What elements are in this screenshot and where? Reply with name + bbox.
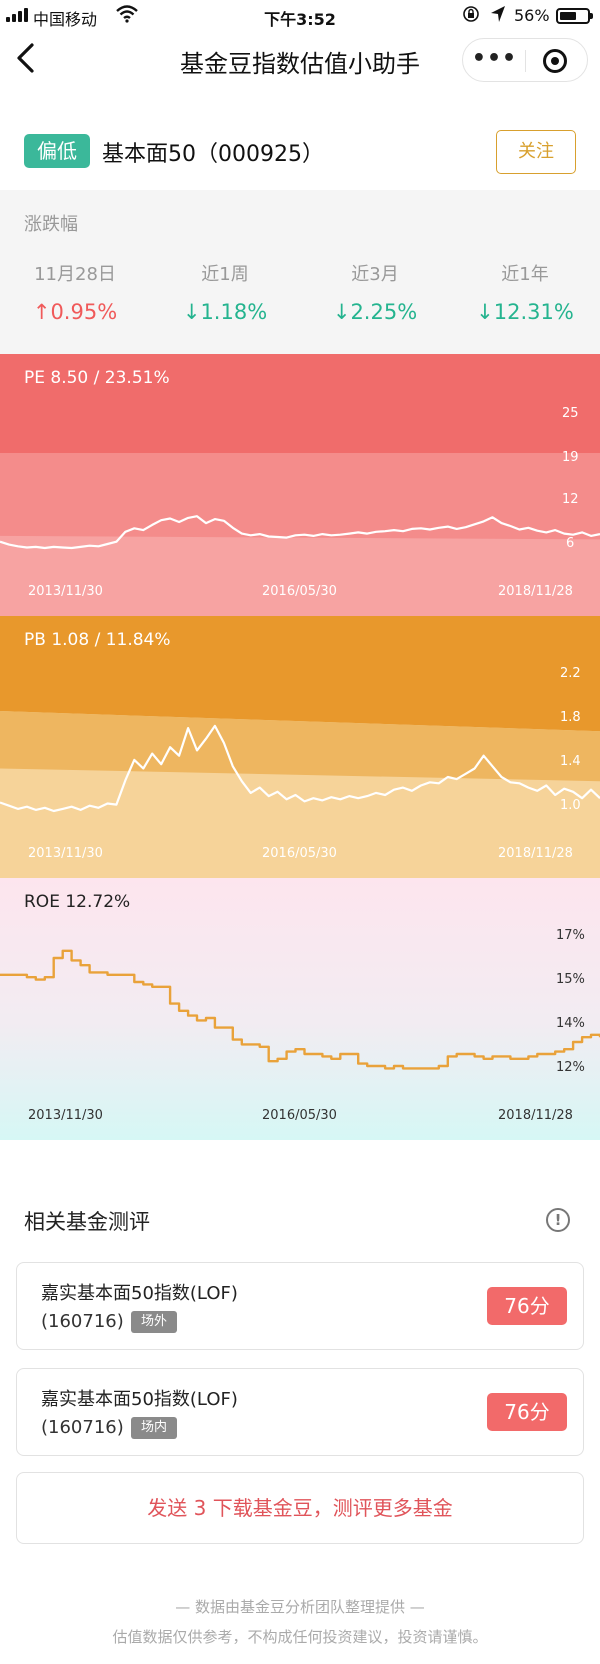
change-label: 近3月	[351, 264, 399, 285]
pe-y-tick: 12	[562, 492, 579, 507]
change-col-week: 近1周 ↓1.18%	[150, 260, 300, 324]
carrier-name: 中国移动	[33, 10, 98, 29]
index-name: 基本面50（000925）	[102, 142, 324, 167]
change-label: 11月28日	[34, 264, 116, 285]
status-bar: 中国移动 下午3:52 56%	[0, 0, 600, 32]
pe-chart-title: PE 8.50 / 23.51%	[24, 368, 170, 388]
more-button[interactable]: •••	[471, 46, 518, 71]
change-value: ↓2.25%	[332, 300, 418, 324]
change-value: ↓12.31%	[476, 300, 574, 324]
change-col-year: 近1年 ↓12.31%	[450, 260, 600, 324]
fund-market-tag: 场外	[131, 1311, 177, 1333]
pb-chart-title: PB 1.08 / 11.84%	[24, 630, 171, 650]
pe-mid-band	[0, 453, 600, 540]
pe-x-tick: 2018/11/28	[498, 584, 573, 599]
index-header: 偏低 基本面50（000925） 关注	[0, 120, 600, 190]
pb-y-tick: 1.8	[560, 710, 581, 725]
change-col-3month: 近3月 ↓2.25%	[300, 260, 450, 324]
roe-y-tick: 14%	[556, 1016, 585, 1031]
clock: 下午3:52	[264, 10, 336, 29]
location-icon	[490, 5, 506, 27]
valuation-badge: 偏低	[24, 134, 90, 168]
pe-chart: PE 8.50 / 23.51% 25 19 12 6 2013/11/30 2…	[0, 354, 600, 616]
fund-code: (160716)	[41, 1311, 124, 1332]
pb-x-tick: 2018/11/28	[498, 846, 573, 861]
pe-y-tick: 19	[562, 450, 579, 465]
arrow-up-icon: ↑	[32, 300, 51, 324]
pe-x-tick: 2013/11/30	[28, 584, 103, 599]
fund-card[interactable]: 嘉实基本面50指数(LOF) (160716) 场外 76分	[16, 1262, 584, 1350]
roe-y-tick: 17%	[556, 928, 585, 943]
related-funds-title: 相关基金测评	[24, 1210, 150, 1234]
pe-series-line	[0, 515, 600, 550]
roe-chart-plot	[0, 878, 600, 1140]
arrow-down-icon: ↓	[182, 300, 201, 324]
fund-score-badge: 76分	[487, 1287, 567, 1325]
battery-percent: 56%	[514, 6, 550, 25]
fund-code: (160716)	[41, 1417, 124, 1438]
arrow-down-icon: ↓	[476, 300, 494, 324]
wifi-icon	[116, 5, 138, 27]
capsule-divider	[525, 50, 526, 72]
fund-market-tag: 场内	[131, 1417, 177, 1439]
change-label: 近1周	[201, 264, 249, 285]
pe-y-tick: 25	[562, 406, 579, 421]
pb-mid-band	[0, 711, 600, 782]
footer-disclaimer: 估值数据仅供参考，不构成任何投资建议，投资请谨慎。	[112, 1628, 488, 1646]
roe-chart-title: ROE 12.72%	[24, 892, 131, 912]
roe-x-tick: 2013/11/30	[28, 1108, 103, 1123]
pb-series-line	[0, 724, 600, 813]
roe-background	[0, 878, 600, 1140]
pe-high-band	[0, 354, 600, 454]
fund-name: 嘉实基本面50指数(LOF)	[41, 1389, 238, 1410]
roe-y-tick: 12%	[556, 1060, 585, 1075]
nav-bar: 基金豆指数估值小助手 •••	[0, 32, 600, 88]
change-section: 涨跌幅 11月28日 ↑0.95% 近1周 ↓1.18% 近3月 ↓2.25% …	[0, 190, 600, 354]
roe-series-line	[0, 949, 600, 1070]
pb-high-band	[0, 616, 600, 732]
more-funds-cta-button[interactable]: 发送 3 下载基金豆，测评更多基金	[16, 1472, 584, 1544]
pb-chart: PB 1.08 / 11.84% 2.2 1.8 1.4 1.0 2013/11…	[0, 616, 600, 878]
change-value: ↓1.18%	[182, 300, 268, 324]
roe-chart: ROE 12.72% 17% 15% 14% 12% 2013/11/30 20…	[0, 878, 600, 1140]
arrow-down-icon: ↓	[332, 300, 351, 324]
fund-name: 嘉实基本面50指数(LOF)	[41, 1283, 238, 1304]
pe-chart-plot	[0, 354, 600, 616]
chevron-left-icon[interactable]	[14, 42, 36, 80]
pb-y-tick: 1.0	[560, 798, 581, 813]
roe-x-tick: 2018/11/28	[498, 1108, 573, 1123]
orientation-lock-icon	[462, 5, 480, 27]
fund-card[interactable]: 嘉实基本面50指数(LOF) (160716) 场内 76分	[16, 1368, 584, 1456]
change-label: 近1年	[501, 264, 549, 285]
footer-source-note: — 数据由基金豆分析团队整理提供 —	[175, 1598, 425, 1616]
info-icon[interactable]: !	[546, 1208, 570, 1232]
roe-x-tick: 2016/05/30	[262, 1108, 337, 1123]
follow-button[interactable]: 关注	[496, 130, 576, 174]
pb-y-tick: 2.2	[560, 666, 581, 681]
target-icon[interactable]	[543, 49, 567, 73]
battery-icon	[556, 8, 593, 24]
pb-x-tick: 2016/05/30	[262, 846, 337, 861]
change-col-day: 11月28日 ↑0.95%	[0, 260, 150, 324]
change-value: ↑0.95%	[32, 300, 118, 324]
change-header: 涨跌幅	[24, 214, 78, 235]
pe-x-tick: 2016/05/30	[262, 584, 337, 599]
pe-y-tick: 6	[566, 536, 575, 551]
pb-y-tick: 1.4	[560, 754, 581, 769]
pb-chart-plot	[0, 616, 600, 878]
roe-y-tick: 15%	[556, 972, 585, 987]
fund-score-badge: 76分	[487, 1393, 567, 1431]
pb-x-tick: 2013/11/30	[28, 846, 103, 861]
mini-program-capsule: •••	[462, 38, 588, 82]
page-title: 基金豆指数估值小助手	[180, 50, 420, 78]
signal-icon	[6, 8, 28, 22]
